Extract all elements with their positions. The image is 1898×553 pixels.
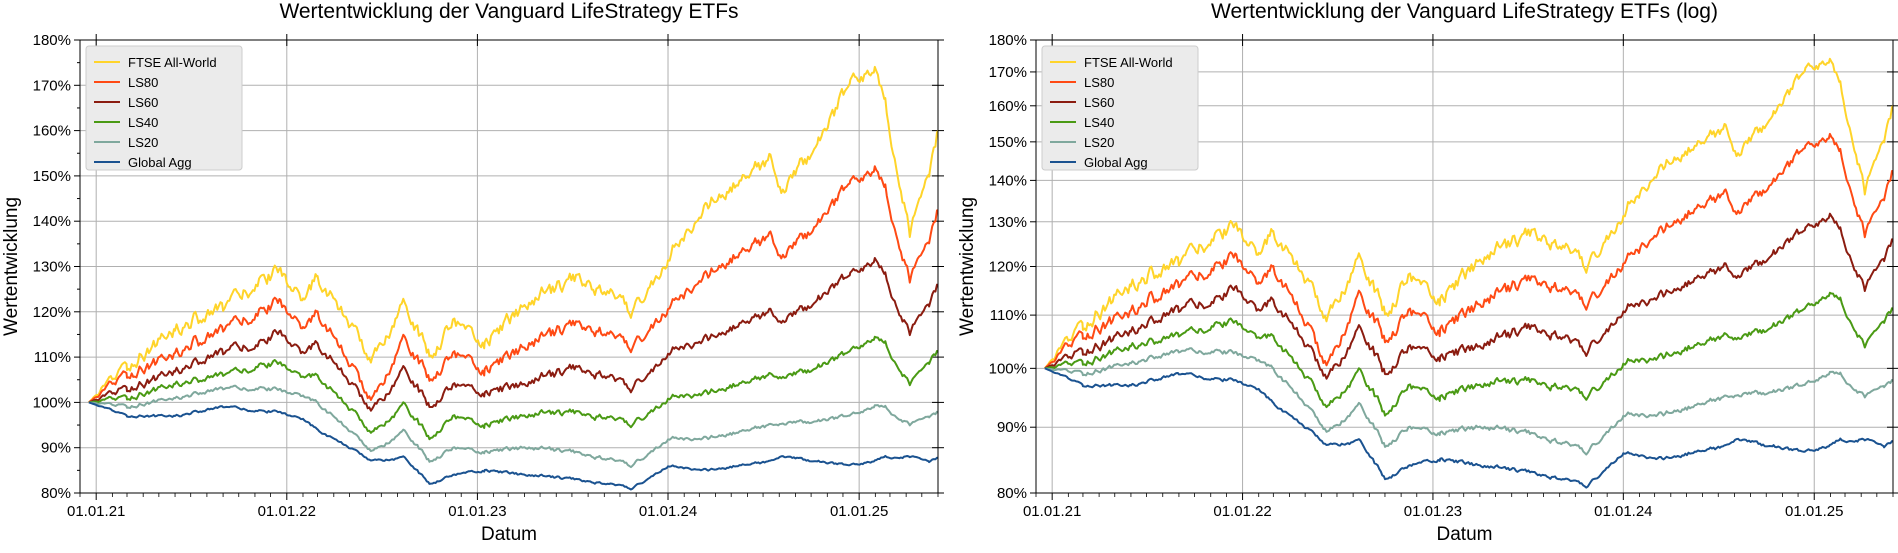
chart-title: Wertentwicklung der Vanguard LifeStrateg… [279, 0, 738, 23]
legend-entry: LS80 [128, 75, 158, 90]
y-tick-label: 110% [34, 349, 71, 366]
y-tick-label: 80% [997, 485, 1027, 502]
y-tick-label: 180% [989, 32, 1027, 49]
series-line-ftse-all-world [88, 65, 938, 404]
series-line-global-agg [88, 401, 938, 491]
series-line-global-agg [1044, 367, 1893, 489]
legend-box [1041, 45, 1199, 171]
y-axis-label: Wertentwicklung [1, 197, 22, 336]
x-tick-label: 01.01.22 [258, 503, 316, 520]
y-tick-label: 120% [989, 259, 1027, 276]
y-tick-label: 160% [33, 123, 71, 140]
legend: FTSE All-World LS80 LS60 LS40 LS20 Global Agg [85, 45, 243, 171]
series-line-ls20 [88, 384, 938, 469]
legend-entry: LS20 [1084, 135, 1114, 150]
y-tick-label: 110% [990, 307, 1027, 324]
series-line-ls80 [1044, 132, 1893, 370]
chart-panel-1: 80% 90% 100% 110% 120% 130% 140% 150% 160% 170% 18… [1, 0, 944, 545]
y-tick-label: 80% [41, 485, 71, 502]
x-tick-label: 01.01.22 [1213, 503, 1271, 520]
x-axis-label: Datum [1437, 524, 1493, 545]
legend-entry: FTSE All-World [128, 55, 217, 70]
series-line-ls60 [88, 257, 938, 412]
legend-entry: LS80 [1084, 75, 1114, 90]
y-tick-label: 150% [33, 168, 71, 185]
y-axis-label: Wertentwicklung [957, 197, 978, 336]
y-tick-label: 140% [33, 213, 71, 230]
legend-entry: LS40 [1084, 115, 1114, 130]
x-tick-label: 01.01.21 [67, 503, 125, 520]
legend-entry: Global Agg [1084, 155, 1148, 170]
y-tick-label: 140% [989, 172, 1027, 189]
legend-entry: LS20 [128, 135, 158, 150]
x-tick-label: 01.01.24 [1594, 503, 1652, 520]
y-tick-label: 160% [989, 98, 1027, 115]
x-tick-label: 01.01.23 [448, 503, 506, 520]
y-tick-label: 170% [33, 77, 71, 94]
y-tick-label: 120% [33, 304, 71, 321]
y-tick-label: 130% [989, 214, 1027, 231]
legend-entry: LS60 [1084, 95, 1114, 110]
y-tick-label: 100% [989, 360, 1027, 377]
series-line-ls40 [88, 335, 938, 441]
legend-entry: LS40 [128, 115, 158, 130]
legend-box [85, 45, 243, 171]
x-tick-label: 01.01.23 [1404, 503, 1462, 520]
axes-frame [1035, 39, 1894, 494]
x-tick-label: 01.01.25 [1785, 503, 1843, 520]
y-tick-label: 130% [33, 259, 71, 276]
legend: FTSE All-World LS80 LS60 LS40 LS20 Global Agg [1041, 45, 1199, 171]
x-tick-label: 01.01.25 [830, 503, 888, 520]
y-tick-label: 180% [33, 32, 71, 49]
series-line-ls40 [1044, 291, 1893, 417]
series-line-ls60 [1044, 212, 1893, 380]
x-tick-label: 01.01.24 [639, 503, 697, 520]
legend-entry: FTSE All-World [1084, 55, 1173, 70]
y-tick-label: 100% [33, 394, 71, 411]
y-tick-label: 90% [997, 419, 1027, 436]
series-line-ls80 [88, 165, 938, 404]
legend-entry: LS60 [128, 95, 158, 110]
chart-panel-2: 80% 90% 100% 110% 120% 130% 140% 150% 160% 170% 18… [957, 0, 1898, 545]
y-tick-label: 90% [41, 440, 71, 457]
axes-frame [79, 39, 939, 494]
y-tick-label: 150% [989, 134, 1027, 151]
x-axis-label: Datum [481, 524, 537, 545]
chart-title: Wertentwicklung der Vanguard LifeStrateg… [1211, 0, 1718, 23]
series-line-ls20 [1044, 347, 1893, 456]
x-tick-label: 01.01.21 [1023, 503, 1081, 520]
y-tick-label: 170% [989, 64, 1027, 81]
series-line-ftse-all-world [1044, 57, 1893, 369]
legend-entry: Global Agg [128, 155, 192, 170]
